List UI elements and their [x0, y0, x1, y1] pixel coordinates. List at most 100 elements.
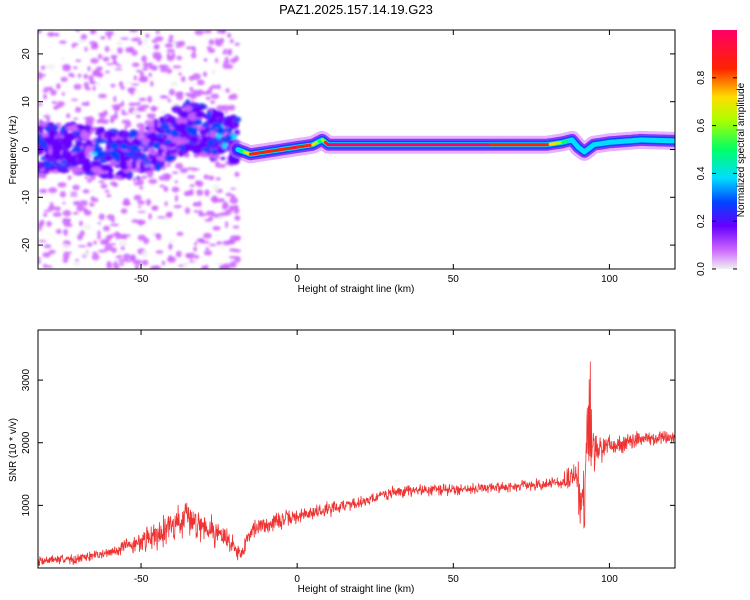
x-tick-label: 100 — [601, 574, 618, 585]
noise-blob — [131, 62, 140, 68]
noise-blob — [137, 205, 142, 208]
noise-blob — [225, 192, 232, 197]
noise-blob — [141, 55, 148, 63]
noise-blob — [141, 109, 147, 112]
noise-blob — [104, 46, 110, 53]
activity-blob — [149, 150, 158, 156]
bright-spot — [99, 158, 107, 164]
activity-blob — [212, 155, 220, 160]
noise-blob — [211, 69, 216, 75]
noise-blob — [118, 259, 127, 263]
noise-blob — [71, 42, 76, 49]
noise-blob — [211, 197, 219, 204]
noise-blob — [209, 243, 217, 247]
noise-blob — [227, 239, 235, 244]
activity-blob — [65, 135, 74, 141]
noise-blob — [77, 245, 87, 248]
noise-blob — [62, 252, 70, 260]
noise-blob — [75, 59, 82, 62]
activity-blob — [80, 133, 91, 140]
noise-blob — [216, 30, 220, 34]
noise-blob — [174, 194, 179, 202]
noise-blob — [172, 65, 182, 69]
noise-blob — [79, 230, 85, 237]
noise-blob — [176, 231, 184, 236]
noise-blob — [71, 75, 75, 78]
noise-blob — [117, 255, 123, 259]
noise-blob — [117, 47, 123, 54]
x-tick-label: 50 — [448, 574, 460, 585]
noise-blob — [42, 89, 49, 93]
noise-blob — [99, 112, 106, 119]
noise-blob — [172, 171, 179, 175]
bright-spot — [156, 133, 164, 137]
activity-blob — [226, 118, 231, 127]
noise-blob — [165, 211, 173, 218]
activity-blob — [52, 143, 62, 150]
activity-blob — [186, 120, 194, 126]
noise-blob — [80, 199, 86, 207]
noise-blob — [131, 49, 138, 56]
bright-spot — [222, 142, 228, 149]
y-tick-label: 0 — [21, 146, 32, 152]
noise-blob — [115, 103, 124, 107]
noise-blob — [109, 30, 114, 36]
noise-blob — [125, 260, 132, 263]
noise-blob — [97, 81, 101, 88]
noise-blob — [122, 201, 132, 206]
noise-blob — [116, 40, 124, 46]
activity-blob — [98, 173, 110, 178]
activity-blob — [202, 147, 212, 153]
noise-blob — [234, 215, 241, 221]
noise-blob — [87, 242, 93, 247]
noise-blob — [168, 239, 175, 243]
x-tick-label: -50 — [134, 274, 149, 285]
noise-blob — [128, 102, 137, 107]
noise-blob — [83, 117, 93, 120]
noise-blob — [193, 246, 198, 252]
snr-x-label: Height of straight line (km) — [298, 584, 415, 595]
noise-blob — [166, 68, 173, 74]
noise-blob — [208, 86, 213, 91]
noise-blob — [110, 223, 120, 227]
activity-blob — [72, 146, 82, 153]
noise-blob — [201, 91, 210, 95]
noise-blob — [140, 175, 148, 179]
activity-blob — [61, 160, 68, 165]
noise-blob — [203, 58, 208, 62]
noise-blob — [167, 55, 174, 62]
noise-blob — [80, 34, 88, 40]
activity-blob — [78, 126, 83, 131]
noise-blob — [210, 93, 220, 100]
activity-blob — [199, 128, 208, 136]
noise-blob — [168, 35, 174, 39]
noise-blob — [81, 102, 89, 106]
noise-blob — [46, 117, 51, 122]
noise-blob — [201, 265, 208, 269]
noise-blob — [159, 184, 165, 188]
noise-blob — [215, 262, 224, 265]
activity-blob — [147, 132, 158, 141]
noise-blob — [62, 209, 72, 217]
noise-blob — [225, 88, 230, 93]
noise-blob — [161, 260, 166, 266]
noise-blob — [39, 219, 45, 226]
noise-blob — [175, 162, 184, 170]
noise-blob — [183, 154, 188, 158]
noise-blob — [230, 187, 237, 190]
noise-blob — [222, 204, 230, 208]
noise-blob — [46, 221, 52, 227]
spectrogram-blobs — [38, 30, 243, 269]
y-tick-label: -20 — [21, 237, 32, 252]
noise-blob — [122, 234, 131, 237]
noise-blob — [114, 106, 121, 110]
noise-blob — [226, 50, 233, 56]
noise-blob — [61, 92, 65, 96]
noise-blob — [131, 219, 140, 223]
activity-blob — [47, 129, 59, 137]
noise-blob — [73, 261, 81, 267]
activity-blob — [38, 121, 48, 128]
noise-blob — [113, 261, 118, 267]
noise-blob — [203, 232, 212, 239]
noise-blob — [153, 55, 163, 60]
